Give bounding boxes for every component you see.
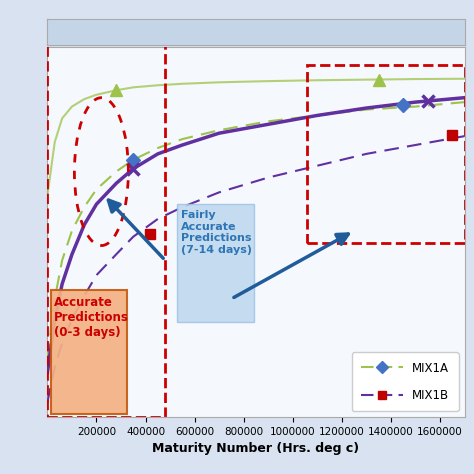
- Text: Fairly
Accurate
Predictions
(7-14 days): Fairly Accurate Predictions (7-14 days): [181, 210, 252, 255]
- Bar: [47, 33, 165, 417]
- X-axis label: Maturity Number (Hrs. deg c): Maturity Number (Hrs. deg c): [153, 442, 359, 456]
- Bar: [308, 65, 465, 243]
- FancyBboxPatch shape: [51, 290, 127, 414]
- Legend: MIX1A, MIX1B: MIX1A, MIX1B: [352, 352, 459, 411]
- FancyBboxPatch shape: [177, 204, 254, 322]
- Text: Accurate
Predictions
(0-3 days): Accurate Predictions (0-3 days): [54, 296, 129, 339]
